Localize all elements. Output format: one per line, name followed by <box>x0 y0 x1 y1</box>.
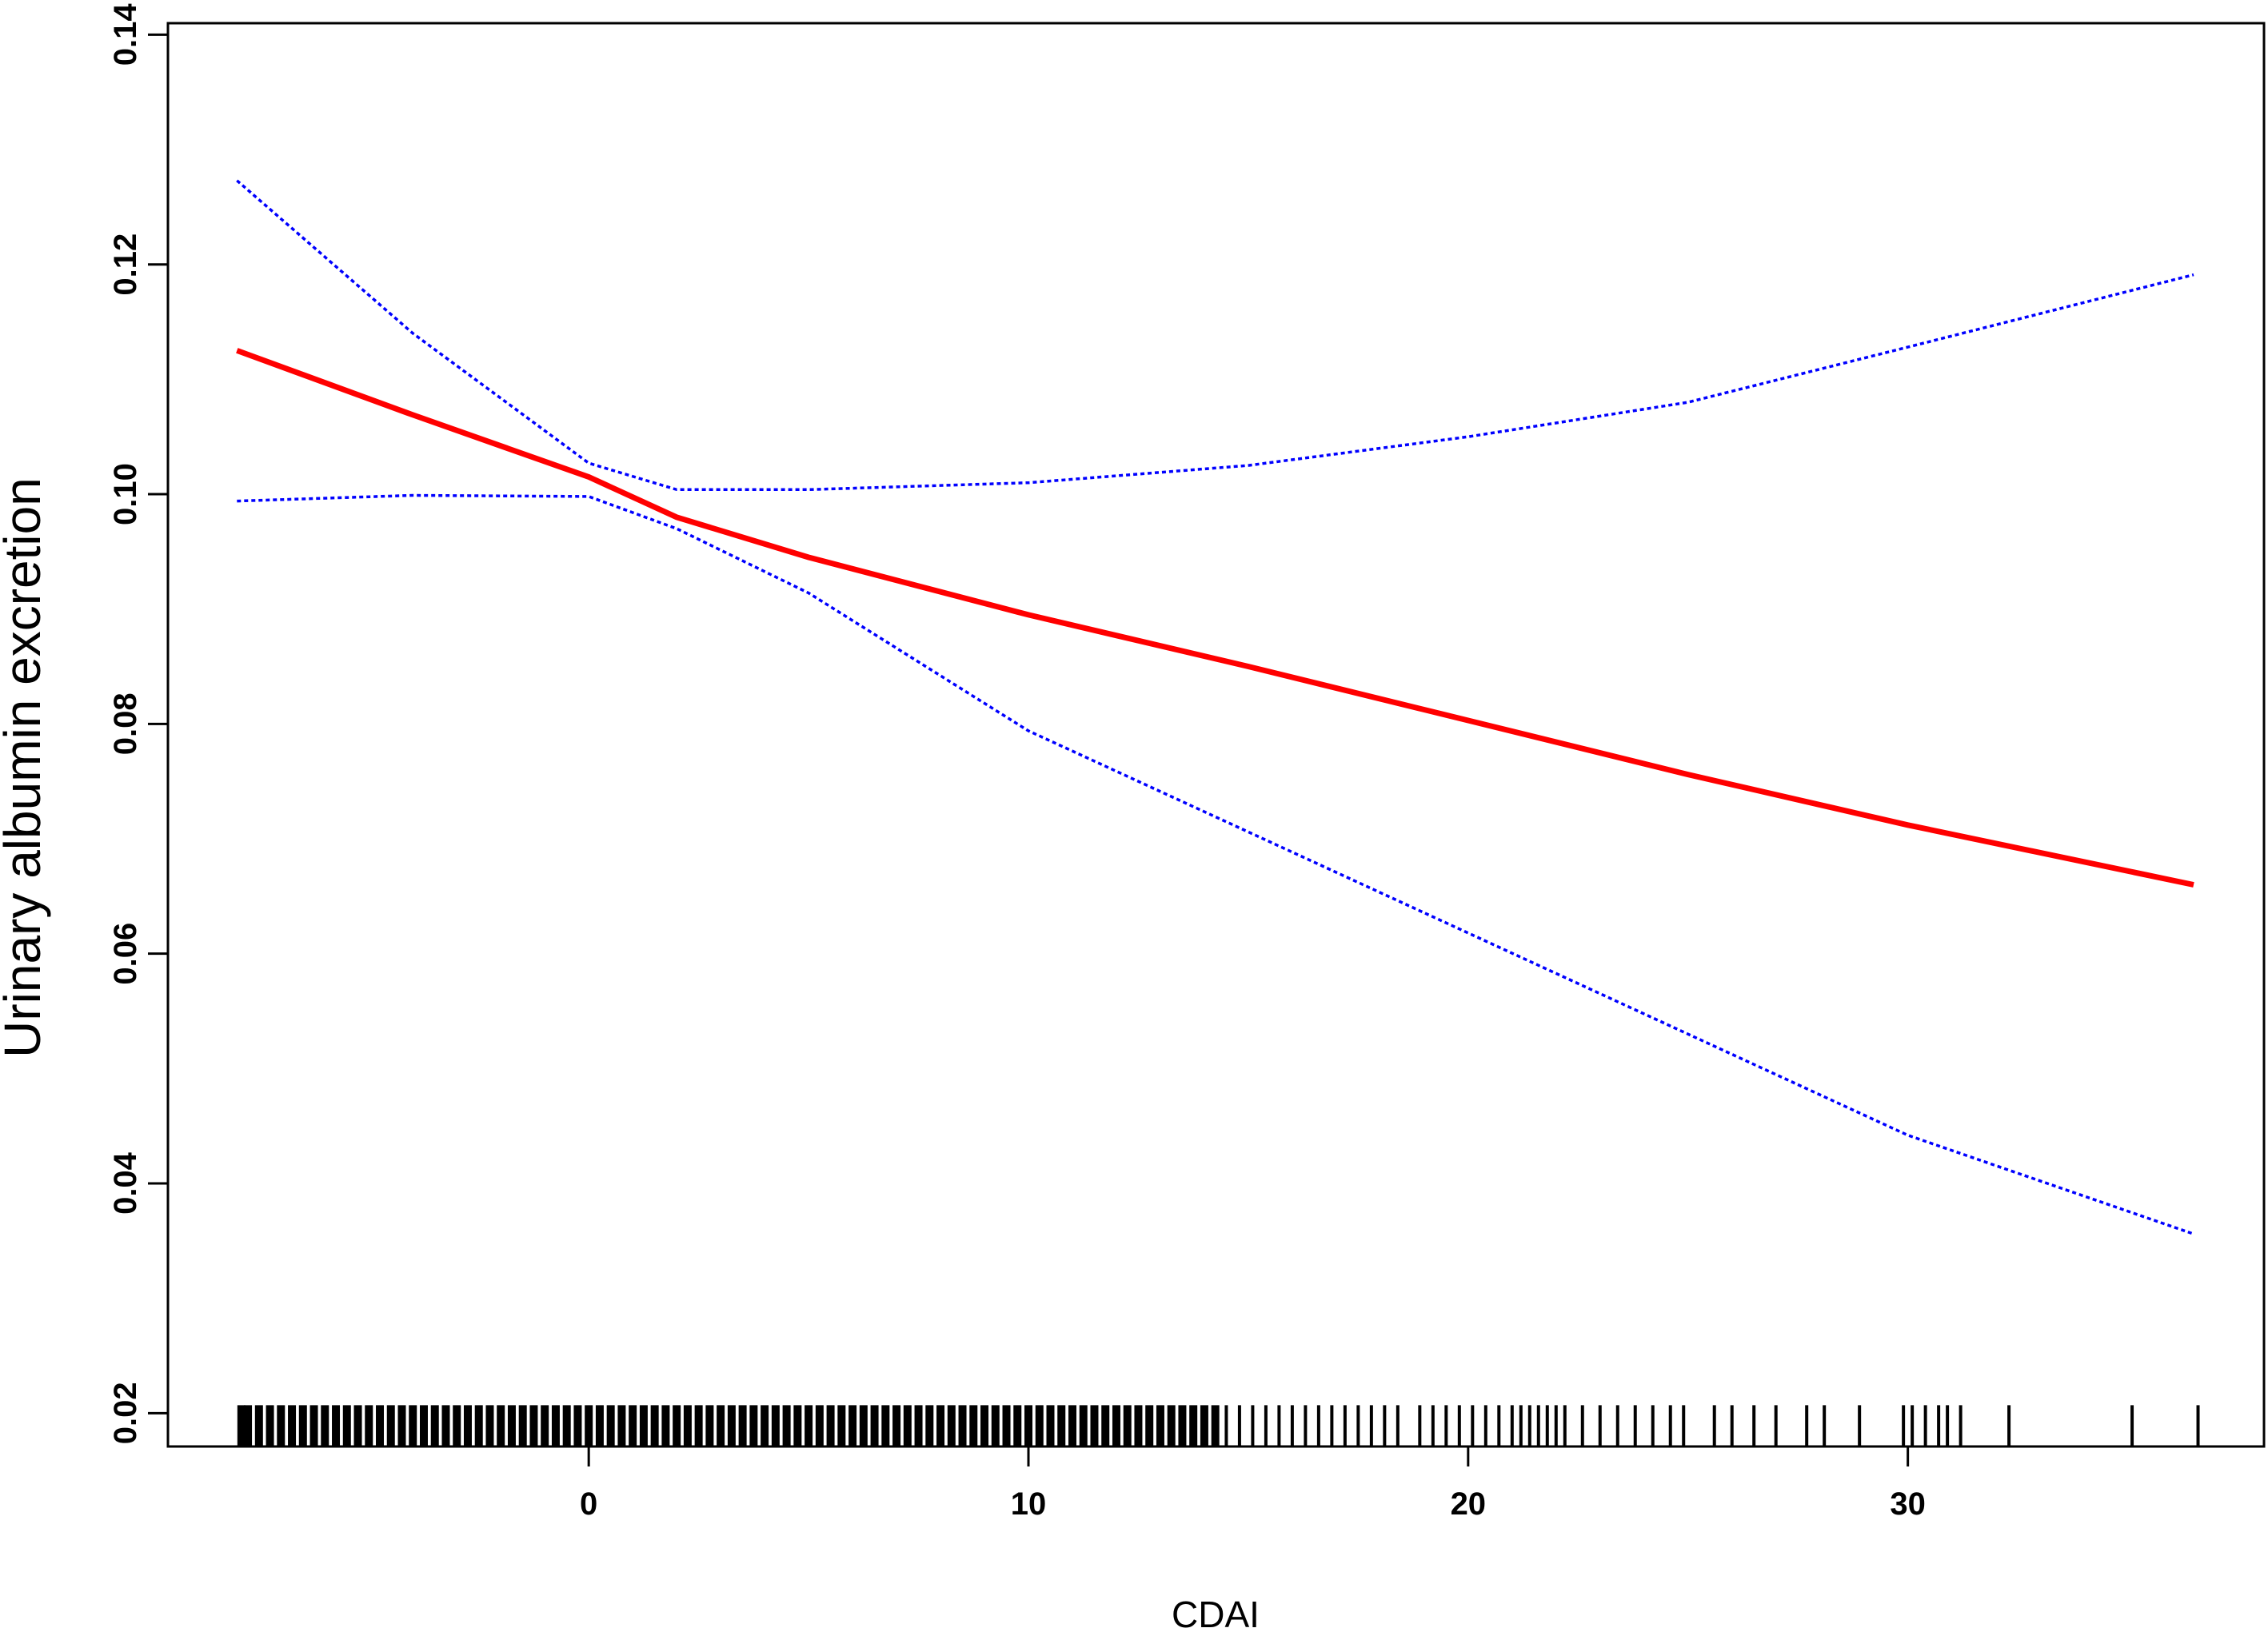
plot-frame <box>166 22 2266 1448</box>
y-tick-label: 0.06 <box>108 923 143 985</box>
y-tick-label: 0.08 <box>108 692 143 755</box>
x-tick-label: 20 <box>1451 1486 1487 1522</box>
y-tick-label: 0.10 <box>108 463 143 525</box>
x-tick-label: 10 <box>1011 1486 1047 1522</box>
x-axis-label: CDAI <box>1172 1594 1260 1632</box>
y-tick-label: 0.02 <box>108 1382 143 1444</box>
x-tick-label: 30 <box>1890 1486 1926 1522</box>
y-axis-label: Urinary albumin excretion <box>0 477 51 1058</box>
y-tick-label: 0.04 <box>108 1151 143 1215</box>
x-tick-label: 0 <box>580 1486 597 1522</box>
fit-line <box>236 348 2194 888</box>
y-tick-label: 0.14 <box>108 3 143 66</box>
ci-line <box>237 493 2194 1235</box>
y-tick-label: 0.12 <box>108 233 143 296</box>
ci-line <box>236 179 2194 492</box>
